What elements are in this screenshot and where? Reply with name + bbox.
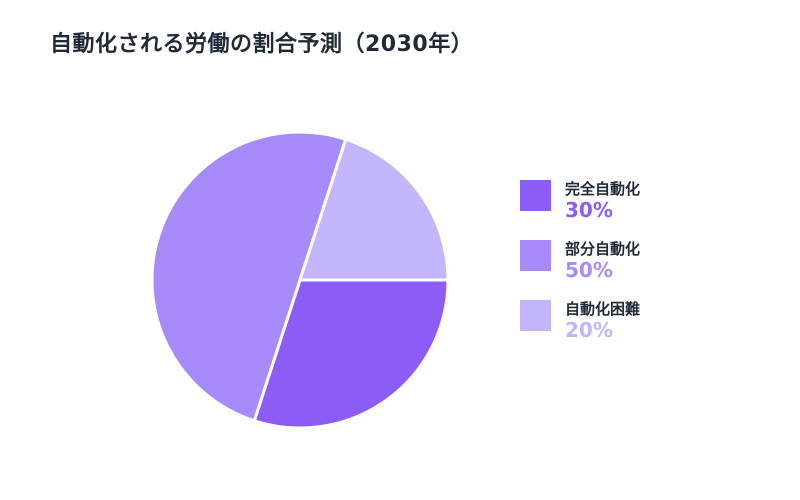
pie-slice-full-automation: [252, 278, 450, 430]
pie-slices: [150, 130, 450, 430]
pie-slice-hard-to-automate: [298, 137, 450, 282]
legend-value-hard-to-automate: 20%: [565, 318, 613, 342]
legend-label-full-automation: 完全自動化: [565, 180, 641, 198]
legend-label-hard-to-automate: 自動化困難: [565, 300, 641, 318]
legend-label-partial-automation: 部分自動化: [565, 240, 641, 258]
pie-slice-partial-automation: [150, 130, 348, 423]
legend-swatch-full-automation: [520, 180, 551, 211]
legend-value-full-automation: 30%: [565, 198, 613, 222]
chart-title: 自動化される労働の割合予測（2030年）: [50, 32, 474, 57]
legend-swatch-partial-automation: [520, 240, 551, 271]
legend-swatch-hard-to-automate: [520, 300, 551, 331]
legend-value-partial-automation: 50%: [565, 258, 613, 282]
